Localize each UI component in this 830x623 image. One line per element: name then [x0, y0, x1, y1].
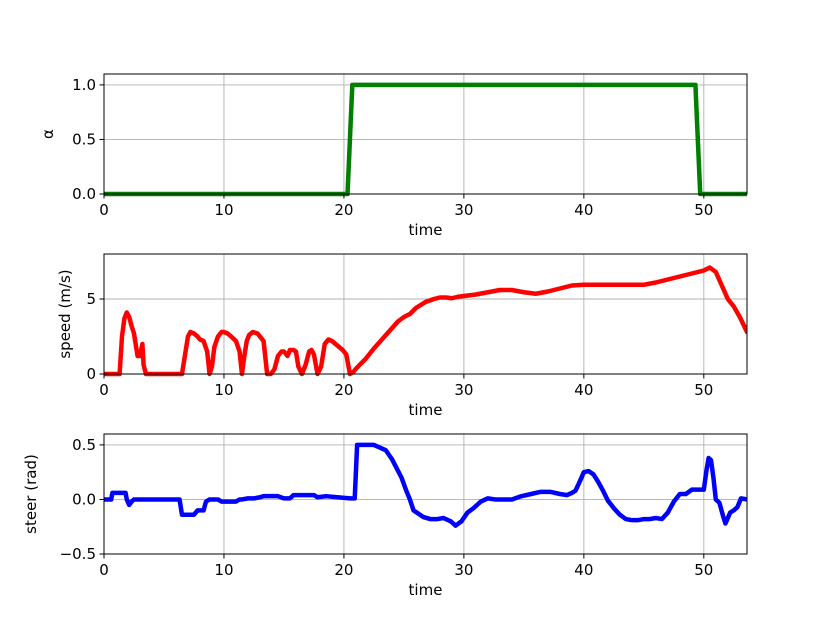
- x-tick: 30: [454, 194, 473, 219]
- x-tick-label: 10: [214, 201, 233, 219]
- x-tick-label: 30: [454, 201, 473, 219]
- x-tick-label: 0: [99, 561, 109, 579]
- y-tick-label: 5: [86, 290, 96, 308]
- y-tick-label: 0: [86, 365, 96, 383]
- y-tick: 0.5: [72, 130, 104, 148]
- x-axis-label: time: [409, 581, 443, 599]
- x-tick-label: 50: [694, 561, 713, 579]
- y-axis-label: steer (rad): [22, 454, 40, 534]
- x-tick: 0: [99, 374, 109, 399]
- x-tick: 10: [214, 194, 234, 219]
- y-tick: 0.0: [72, 490, 104, 508]
- x-tick: 0: [99, 554, 109, 579]
- plot-area-alpha: [104, 74, 747, 194]
- subplot-speed: 0 10 20 30 40 50 0 5 time speed (m/s): [56, 253, 748, 419]
- x-tick-label: 10: [214, 561, 233, 579]
- x-tick-label: 0: [99, 201, 109, 219]
- x-tick: 20: [334, 374, 353, 399]
- axes-frame: [103, 253, 748, 375]
- x-tick: 40: [574, 194, 593, 219]
- y-tick-label: 0.0: [72, 185, 96, 203]
- x-tick-label: 40: [574, 561, 593, 579]
- x-tick-label: 10: [214, 381, 233, 399]
- x-tick-label: 40: [574, 201, 593, 219]
- x-tick-label: 40: [574, 381, 593, 399]
- x-tick: 40: [574, 374, 593, 399]
- x-tick-label: 0: [99, 381, 109, 399]
- y-tick-label: 0.5: [72, 436, 96, 454]
- x-tick-label: 20: [334, 381, 353, 399]
- x-tick-label: 20: [334, 201, 353, 219]
- y-tick: 5: [86, 290, 104, 308]
- plot-area-speed: [104, 254, 747, 374]
- x-tick: 40: [574, 554, 593, 579]
- x-tick-label: 50: [694, 381, 713, 399]
- x-tick: 20: [334, 194, 353, 219]
- x-tick-label: 50: [694, 201, 713, 219]
- x-tick: 10: [214, 374, 234, 399]
- x-tick: 50: [694, 374, 713, 399]
- series-line-steer: [104, 442, 747, 528]
- axes-frame: [103, 433, 748, 555]
- x-tick-label: 20: [334, 561, 353, 579]
- x-axis-label: time: [409, 401, 443, 419]
- y-axis-label: speed (m/s): [56, 269, 74, 358]
- y-tick-label: 1.0: [72, 76, 96, 94]
- x-tick: 30: [454, 374, 473, 399]
- x-tick: 20: [334, 554, 353, 579]
- y-axis-label: α: [39, 129, 57, 139]
- plot-area-steer: [104, 434, 747, 554]
- y-tick-label: −0.5: [60, 545, 96, 563]
- y-tick: 0.0: [72, 185, 104, 203]
- y-tick-label: 0.5: [72, 130, 96, 148]
- y-tick: 1.0: [72, 76, 104, 94]
- x-tick: 10: [214, 554, 234, 579]
- y-tick: 0.5: [72, 436, 104, 454]
- subplot-alpha: 0 10 20 30 40 50 0.0 0.5 1.0 time α: [39, 73, 748, 239]
- x-tick: 30: [454, 554, 473, 579]
- x-axis-label: time: [409, 221, 443, 239]
- y-tick: 0: [86, 365, 104, 383]
- y-tick-label: 0.0: [72, 490, 96, 508]
- x-tick-label: 30: [454, 561, 473, 579]
- y-tick: −0.5: [60, 545, 104, 563]
- x-tick: 0: [99, 194, 109, 219]
- x-tick-label: 30: [454, 381, 473, 399]
- series-line-speed: [104, 265, 747, 377]
- x-tick: 50: [694, 194, 713, 219]
- subplot-steer: 0 10 20 30 40 50 −0.5 0.0 0.5 time steer (rad): [22, 433, 748, 599]
- x-tick: 50: [694, 554, 713, 579]
- axes-frame: [103, 73, 748, 195]
